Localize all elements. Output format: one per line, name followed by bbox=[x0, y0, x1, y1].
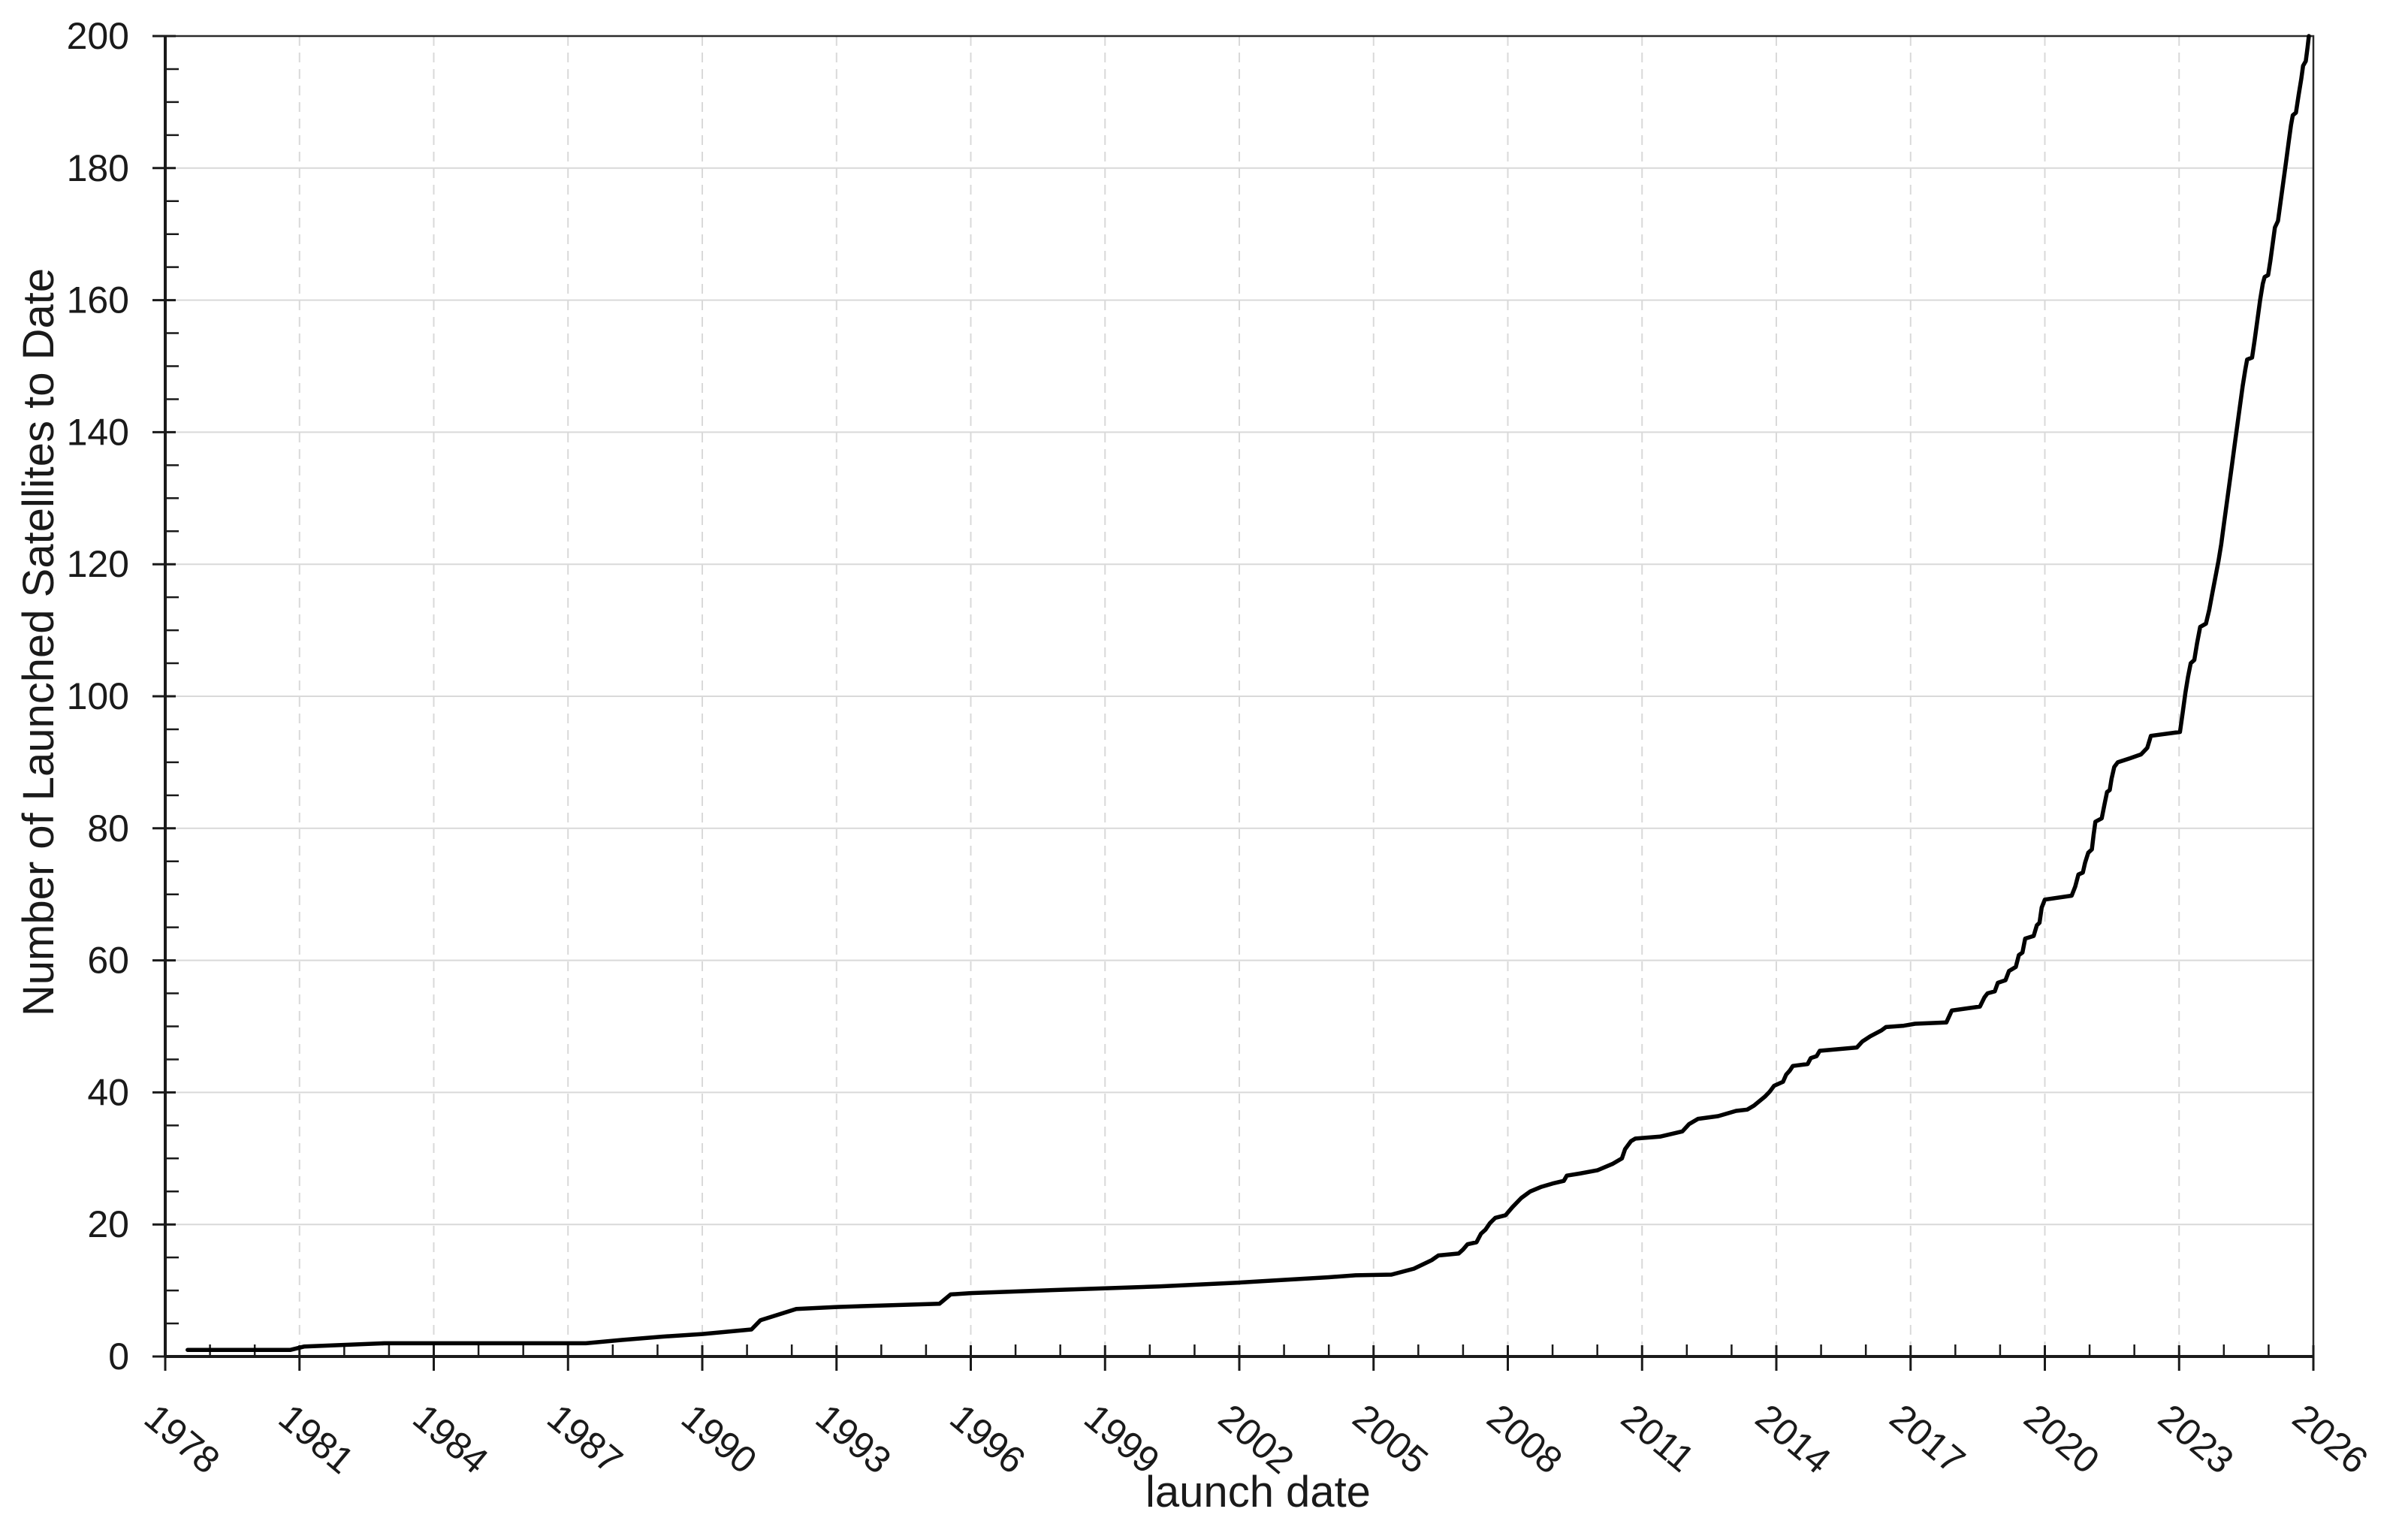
x-axis-title: launch date bbox=[1145, 1468, 1371, 1516]
x-tick-label: 2023 bbox=[2150, 1396, 2241, 1482]
vertical-gridlines bbox=[298, 36, 2180, 1356]
x-tick-label: 1981 bbox=[271, 1396, 362, 1482]
y-tick-label: 20 bbox=[87, 1203, 129, 1245]
x-tick-label: 2011 bbox=[1613, 1396, 1702, 1480]
y-tick-label: 120 bbox=[67, 543, 129, 585]
x-tick-label: 2008 bbox=[1479, 1396, 1570, 1482]
x-tick-label: 1996 bbox=[942, 1396, 1033, 1482]
major-ticks bbox=[152, 35, 2315, 1371]
x-tick-label: 1984 bbox=[405, 1396, 496, 1482]
x-tick-label: 1993 bbox=[808, 1396, 899, 1482]
y-axis-title: Number of Launched Satellites to Date bbox=[14, 268, 63, 1016]
horizontal-gridlines bbox=[165, 167, 2313, 1226]
y-tick-label: 180 bbox=[67, 147, 129, 189]
minor-ticks bbox=[165, 68, 2270, 1356]
y-tick-label: 60 bbox=[87, 940, 129, 982]
y-tick-label: 200 bbox=[67, 15, 129, 57]
y-tick-label: 0 bbox=[108, 1335, 129, 1378]
x-tick-label: 1978 bbox=[137, 1396, 228, 1482]
y-tick-label: 160 bbox=[67, 279, 129, 321]
x-tick-label: 2020 bbox=[2016, 1396, 2107, 1482]
y-tick-label: 100 bbox=[67, 675, 129, 717]
y-tick-label: 140 bbox=[67, 411, 129, 453]
x-tick-label: 2014 bbox=[1748, 1396, 1839, 1482]
cumulative-launches-line bbox=[186, 34, 2311, 1352]
data-series bbox=[186, 34, 2311, 1352]
y-tick-label: 80 bbox=[87, 807, 129, 849]
x-tick-label: 1990 bbox=[674, 1396, 765, 1482]
x-tick-label: 2017 bbox=[1882, 1396, 1973, 1482]
x-tick-label: 2026 bbox=[2285, 1396, 2376, 1482]
y-tick-labels: 0 20 40 60 80 100 120 140 160 180 200 bbox=[67, 15, 129, 1378]
y-tick-label: 40 bbox=[87, 1071, 129, 1113]
x-tick-label: 1987 bbox=[539, 1396, 630, 1482]
